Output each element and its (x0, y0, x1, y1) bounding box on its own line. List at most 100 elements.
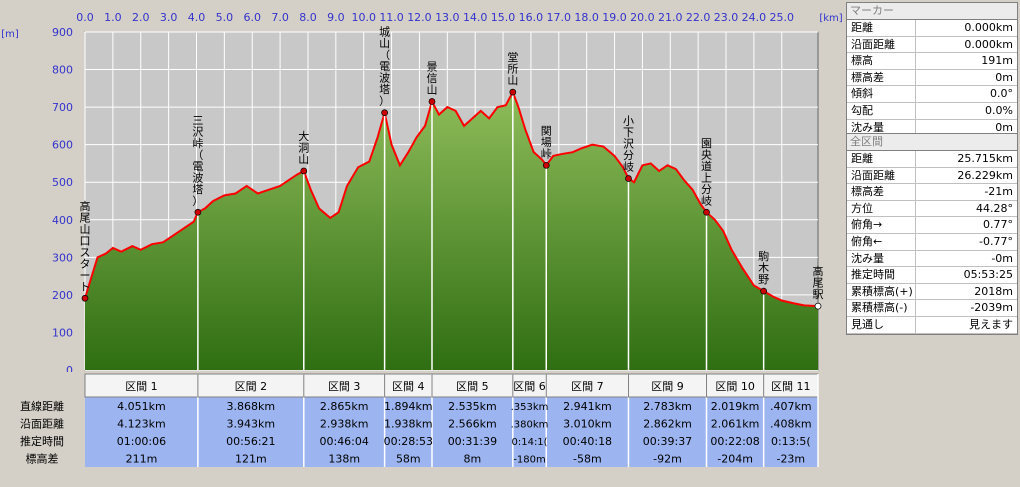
section-value: -58m (573, 453, 602, 466)
section-value: 00:56:21 (226, 435, 275, 448)
x-tick-label: 8.0 (299, 11, 317, 24)
marker-row-label: 距離 (847, 20, 916, 36)
waypoint-label: 高尾山口スタート (80, 199, 91, 294)
section-header-label: 区間 3 (328, 380, 361, 393)
marker-row-label: 沈み量 (847, 119, 916, 136)
waypoint-label: 関場峠 (541, 124, 552, 160)
total-row: 見通し 見えます (847, 316, 1017, 334)
x-tick-label: 11.0 (379, 11, 404, 24)
total-row: 累積標高(+) 2018m (847, 283, 1017, 301)
x-tick-label: 2.0 (132, 11, 150, 24)
section-header-label: 区間 7 (571, 380, 604, 393)
marker-row-value: 0.0° (990, 87, 1013, 101)
total-row-label: 距離 (847, 151, 916, 167)
section-value: 2.566km (448, 418, 497, 431)
marker-row-label: 傾斜 (847, 86, 916, 102)
section-header-label: 区間 2 (235, 380, 268, 393)
total-row: 標高差 -21m (847, 184, 1017, 201)
marker-row: 勾配 0.0% (847, 102, 1017, 120)
section-value: .408km (770, 418, 812, 431)
section-value: .353km (511, 402, 549, 413)
marker-row-label: 標高 (847, 53, 916, 69)
y-tick-label: 600 (52, 139, 73, 152)
waypoint-marker (625, 175, 632, 182)
total-row-label: 推定時間 (847, 267, 916, 283)
x-tick-label: 17.0 (547, 11, 572, 24)
total-row: 累積標高(-) -2039m (847, 300, 1017, 317)
x-tick-label: 1.0 (104, 11, 122, 24)
section-value: 2.783km (643, 400, 692, 413)
total-row: 沿面距離 26.229km (847, 167, 1017, 185)
total-row-value: 05:53:25 (963, 268, 1013, 282)
elevation-line (84, 89, 819, 308)
marker-row: 標高 191m (847, 53, 1017, 70)
x-tick-label: 15.0 (491, 11, 516, 24)
waypoint-marker (509, 88, 517, 96)
waypoint-label: 大洞山 (298, 129, 309, 166)
waypoint-marker (381, 109, 388, 117)
marker-row: 標高差 0m (847, 69, 1017, 87)
section-value-bg (85, 397, 818, 467)
section-value: 0:14:1( (511, 437, 547, 448)
x-tick-label: 22.0 (686, 11, 711, 24)
y-tick-label: 300 (52, 251, 73, 264)
section-value: 00:31:39 (448, 435, 497, 448)
x-tick-label: 9.0 (327, 11, 345, 24)
y-unit-label: [m] (1, 29, 19, 40)
section-value: 3.010km (563, 418, 612, 431)
section-value: 3.868km (227, 400, 276, 413)
marker-row-value: 0.000km (964, 37, 1013, 51)
marker-row-value: 191m (981, 54, 1013, 68)
marker-row: 距離 0.000km (847, 20, 1017, 37)
section-value: 8m (464, 453, 482, 466)
waypoint-marker (300, 167, 308, 175)
x-tick-label: 25.0 (770, 11, 795, 24)
total-row-value: -0m (991, 251, 1013, 265)
section-value: 2.019km (711, 400, 760, 413)
section-row-label: 推定時間 (20, 434, 64, 448)
section-value: .380km (511, 420, 549, 431)
waypoint-label: 高尾駅 (813, 264, 824, 301)
marker-panel-title: マーカー (846, 2, 1018, 20)
total-row-label: 沿面距離 (847, 167, 916, 184)
section-row-label: 沿面距離 (20, 417, 64, 431)
y-tick-label: 400 (52, 214, 73, 227)
x-tick-label: 0.0 (76, 11, 94, 24)
total-row: 推定時間 05:53:25 (847, 267, 1017, 284)
section-value: 00:39:37 (643, 435, 692, 448)
section-header-label: 区間 10 (715, 380, 755, 393)
section-header-label: 区間 1 (125, 380, 158, 393)
waypoint-marker (428, 98, 436, 105)
section-header-label: 区間 9 (651, 380, 684, 393)
total-row-value: 0.77° (983, 218, 1013, 232)
marker-row: 沿面距離 0.000km (847, 36, 1017, 54)
x-tick-label: 7.0 (271, 11, 289, 24)
section-value: -204m (717, 453, 753, 466)
x-tick-label: 21.0 (658, 11, 683, 24)
y-tick-label: 700 (52, 101, 73, 114)
section-row-label: 直線距離 (20, 399, 64, 413)
section-row-label: 標高差 (26, 452, 59, 466)
total-row-value: 25.715km (957, 152, 1013, 165)
marker-row-value: 0.0% (985, 103, 1013, 117)
marker-row-label: 標高差 (847, 69, 916, 86)
total-row: 俯角← -0.77° (847, 233, 1017, 251)
total-panel-table: 距離 25.715km 沿面距離 26.229km 標高差 -21m 方位 44.28° 俯角→… (846, 151, 1018, 335)
marker-row-value: 0m (995, 70, 1013, 84)
y-tick-label: 0 (66, 364, 73, 372)
total-panel: 全区間 距離 25.715km 沿面距離 26.229km 標高差 -21m 方位 44.28… (846, 133, 1018, 335)
section-header-label: 区間 5 (456, 380, 489, 393)
waypoint-marker (542, 161, 550, 169)
total-row-label: 見通し (847, 316, 916, 333)
y-tick-label: 100 (52, 326, 73, 339)
total-row-value: -0.77° (979, 234, 1013, 248)
x-tick-label: 3.0 (160, 11, 178, 24)
x-tick-label: 20.0 (630, 11, 655, 24)
waypoint-marker (194, 208, 202, 216)
waypoint-marker (814, 302, 822, 310)
total-row-label: 累積標高(-) (847, 300, 916, 316)
section-header-label: 区間 6 (513, 380, 546, 393)
section-value: 2.535km (448, 400, 497, 413)
total-row-value: -2039m (970, 301, 1013, 315)
